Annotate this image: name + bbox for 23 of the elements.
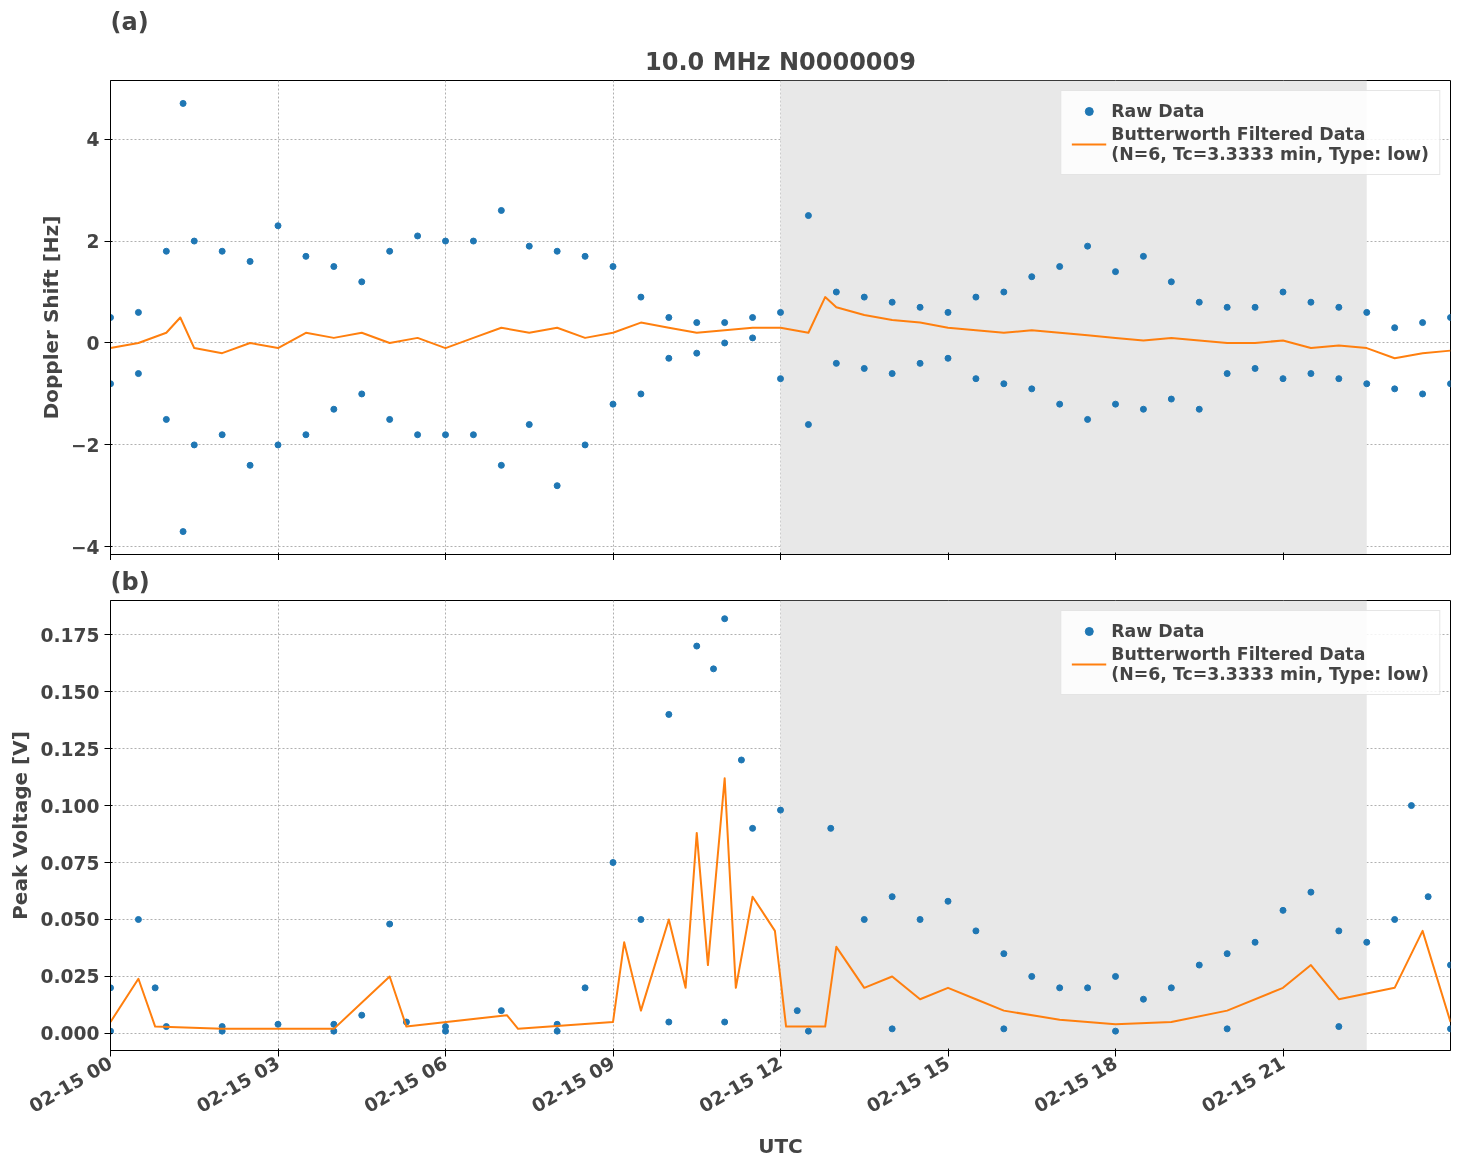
y-tick-label: 0.025 xyxy=(40,966,100,988)
text: (b) xyxy=(110,567,150,596)
y-tick-label: −4 xyxy=(70,536,100,558)
y-axis-title: Doppler Shift [Hz] xyxy=(38,215,63,420)
legend-label: Butterworth Filtered Data (N=6, Tc=3.3333 min, Type: low) xyxy=(1111,124,1429,164)
text: (a) xyxy=(110,7,149,36)
x-axis-title: UTC xyxy=(758,1133,803,1158)
legend-label: Raw Data xyxy=(1111,621,1205,641)
y-tick-label: 0 xyxy=(86,332,100,354)
y-tick-label: 0.100 xyxy=(40,795,100,817)
y-tick-label: 0.075 xyxy=(40,852,100,874)
y-tick-label: 0.000 xyxy=(40,1023,100,1045)
y-tick-label: 4 xyxy=(86,129,100,151)
y-tick-label: 2 xyxy=(86,231,100,253)
legend-label: Butterworth Filtered Data (N=6, Tc=3.3333 min, Type: low) xyxy=(1111,644,1429,684)
y-tick-label: 0.175 xyxy=(40,624,100,646)
y-tick-label: 0.125 xyxy=(40,738,100,760)
legend-label: Raw Data xyxy=(1111,101,1205,121)
chart-title: 10.0 MHz N0000009 xyxy=(645,47,916,76)
y-tick-label: 0.150 xyxy=(40,681,100,703)
y-tick-label: −2 xyxy=(70,434,100,456)
y-tick-label: 0.050 xyxy=(40,909,100,931)
y-axis-title: Peak Voltage [V] xyxy=(8,731,33,920)
